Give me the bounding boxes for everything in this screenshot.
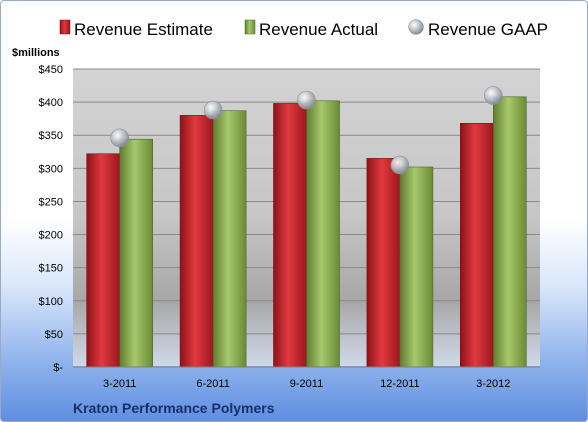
marker-revenue-gaap xyxy=(483,86,503,105)
y-tick-label: $100 xyxy=(39,296,63,308)
legend-marker-gaap xyxy=(408,19,424,35)
marker-revenue-gaap xyxy=(297,90,316,110)
marker-revenue-gaap xyxy=(110,128,129,148)
y-axis-unit-label: $millions xyxy=(12,47,60,59)
legend: Revenue Estimate Revenue Actual Revenue … xyxy=(59,19,548,39)
x-tick-label: 12-2011 xyxy=(380,378,420,390)
y-tick-label: $200 xyxy=(39,230,63,242)
y-tick-label: $250 xyxy=(39,196,63,208)
bar-revenue-estimate xyxy=(86,153,120,368)
legend-swatch-actual xyxy=(244,19,256,35)
bar-revenue-actual xyxy=(492,96,527,368)
legend-swatch-estimate xyxy=(59,19,71,35)
x-tick-label: 6-2011 xyxy=(196,378,229,390)
marker-revenue-gaap xyxy=(390,155,410,175)
bars xyxy=(86,96,527,368)
y-tick-label: $300 xyxy=(39,163,63,175)
y-tick-label: $50 xyxy=(45,329,63,341)
bar-revenue-estimate xyxy=(459,123,494,368)
bar-revenue-actual xyxy=(212,110,247,368)
y-tick-label: $350 xyxy=(39,130,63,142)
bar-revenue-estimate xyxy=(179,115,214,368)
legend-label-estimate: Revenue Estimate xyxy=(74,20,213,39)
marker-revenue-gaap xyxy=(203,100,223,120)
legend-label-actual: Revenue Actual xyxy=(259,20,378,39)
bar-revenue-actual xyxy=(306,100,340,368)
bar-revenue-estimate xyxy=(273,103,307,368)
y-tick-label: $- xyxy=(53,362,63,374)
gaap-markers xyxy=(110,86,503,175)
bar-revenue-estimate xyxy=(366,158,401,368)
x-tick-label: 9-2011 xyxy=(290,378,323,390)
bar-revenue-actual xyxy=(399,166,434,368)
y-axis-ticks: $- $50 $100 $150 $200 $250 $300 $350 $400 $450 xyxy=(39,64,64,374)
bar-revenue-actual xyxy=(119,138,153,368)
y-tick-label: $150 xyxy=(39,263,63,275)
company-name: Kraton Performance Polymers xyxy=(73,400,275,416)
x-axis-ticks: 3-2011 6-2011 9-2011 12-2011 3-2012 xyxy=(103,378,510,390)
x-tick-label: 3-2012 xyxy=(476,378,510,390)
y-tick-label: $400 xyxy=(39,97,63,109)
legend-label-gaap: Revenue GAAP xyxy=(428,20,548,39)
x-tick-label: 3-2011 xyxy=(103,378,136,390)
y-tick-label: $450 xyxy=(39,64,63,76)
